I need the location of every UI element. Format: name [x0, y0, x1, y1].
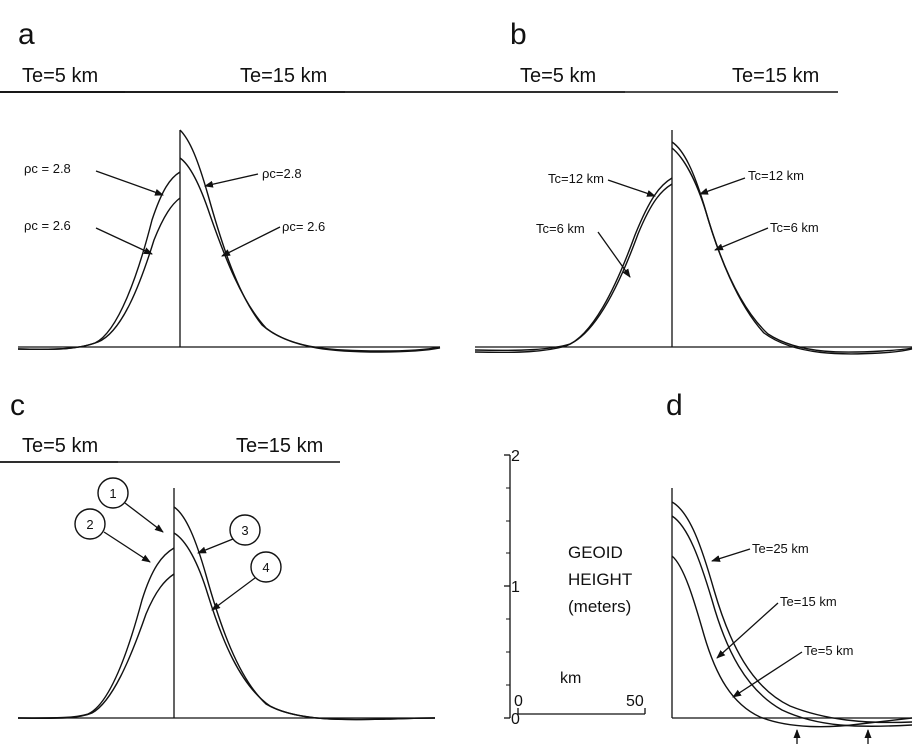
- header-left-a: Te=5 km: [22, 65, 98, 87]
- header-right-a: Te=15 km: [240, 65, 327, 87]
- ylabel-line-2: HEIGHT: [568, 570, 632, 589]
- x-tick-label-50: 50: [626, 693, 644, 710]
- header-left-b: Te=5 km: [520, 65, 596, 87]
- arrow-c-3: [198, 539, 233, 553]
- arrow-b-left-tc6: [598, 232, 630, 277]
- label-d-te25: Te=25 km: [752, 541, 809, 556]
- curve-b-left-tc12: [475, 178, 672, 352]
- arrow-c-1: [125, 503, 163, 532]
- label-b-right-tc6: Tc=6 km: [770, 220, 819, 235]
- label-d-te15: Te=15 km: [780, 594, 837, 609]
- panel-a: a Te=5 km Te=15 km ρc = 2.8 ρc = 2.6 ρc=…: [0, 18, 440, 352]
- label-a-left-rho28: ρc = 2.8: [24, 161, 71, 176]
- label-c-2: 2: [86, 517, 93, 532]
- panel-label-d: d: [666, 389, 683, 422]
- x-scale-label: km: [560, 670, 581, 687]
- curve-a-left-rho28: [18, 172, 180, 349]
- label-c-1: 1: [109, 486, 116, 501]
- header-right-b: Te=15 km: [732, 65, 819, 87]
- label-a-left-rho26: ρc = 2.6: [24, 218, 71, 233]
- label-a-right-rho26: ρc= 2.6: [282, 219, 325, 234]
- arrow-c-4: [212, 578, 255, 610]
- curve-c-right-3: [174, 507, 435, 720]
- label-c-3: 3: [241, 523, 248, 538]
- arrow-d-te25: [712, 549, 750, 561]
- panel-label-a: a: [18, 18, 35, 51]
- arrow-b-right-tc6: [715, 228, 768, 250]
- panel-label-c: c: [10, 389, 25, 422]
- arrow-a-left-rho28: [96, 171, 163, 195]
- label-b-left-tc6: Tc=6 km: [536, 221, 585, 236]
- curve-d-te5: [672, 556, 912, 727]
- arrow-a-left-rho26: [96, 228, 152, 254]
- x-tick-label-0: 0: [514, 693, 523, 710]
- arrow-b-right-tc12: [700, 178, 745, 194]
- arrow-a-right-rho28: [205, 174, 258, 186]
- curve-c-right-4: [174, 533, 435, 720]
- header-right-c: Te=15 km: [236, 435, 323, 457]
- scale-block: 0 1 2 GEOID HEIGHT (meters) km 0 50: [504, 448, 645, 728]
- arrow-b-left-tc12: [608, 180, 655, 196]
- curve-c-left-1: [18, 548, 174, 718]
- label-b-left-tc12: Tc=12 km: [548, 171, 604, 186]
- label-c-4: 4: [262, 560, 269, 575]
- arrow-c-2: [104, 532, 150, 562]
- curve-a-right-rho26: [180, 158, 440, 351]
- label-a-right-rho28: ρc=2.8: [262, 166, 302, 181]
- curve-c-left-2: [18, 574, 174, 718]
- arrow-a-right-rho26: [222, 227, 280, 256]
- label-d-te5: Te=5 km: [804, 643, 854, 658]
- label-b-right-tc12: Tc=12 km: [748, 168, 804, 183]
- panel-c: c Te=5 km Te=15 km 1 2 3 4: [0, 389, 435, 720]
- arrow-d-te15: [717, 603, 778, 658]
- y-tick-label-1: 1: [511, 579, 520, 596]
- y-tick-label-2: 2: [511, 448, 520, 465]
- ylabel-line-3: (meters): [568, 597, 631, 616]
- ylabel-line-1: GEOID: [568, 543, 623, 562]
- header-left-c: Te=5 km: [22, 435, 98, 457]
- panel-d: d Te=25 km Te=15 km Te=5 km: [666, 389, 912, 744]
- curve-d-te25: [672, 502, 912, 722]
- panel-label-b: b: [510, 18, 527, 51]
- curve-b-left-tc6: [475, 184, 672, 350]
